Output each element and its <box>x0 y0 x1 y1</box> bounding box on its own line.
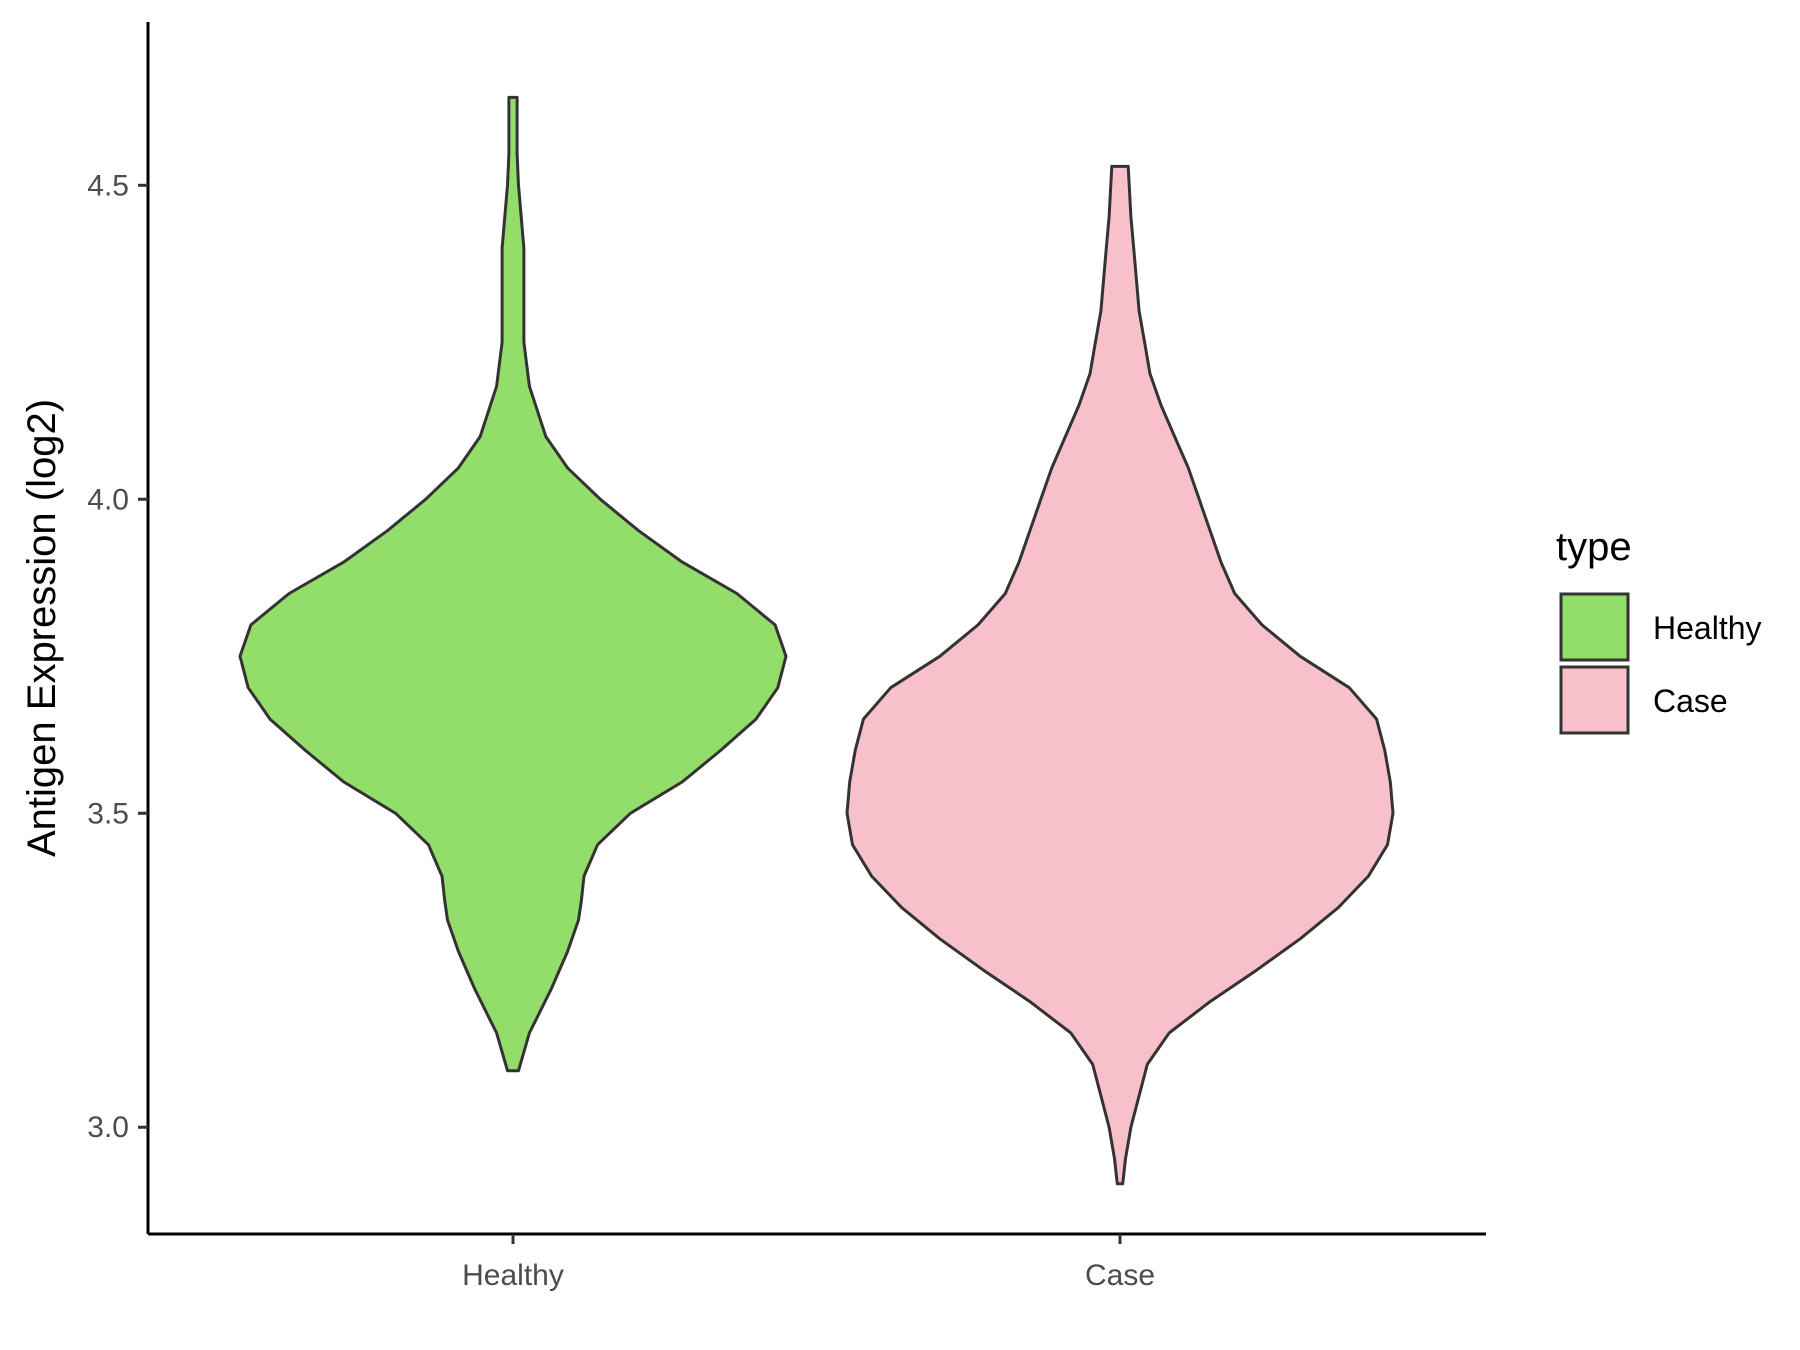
violins-group <box>238 95 1395 1186</box>
y-tick-label: 4.0 <box>87 483 129 516</box>
violin-case <box>845 164 1395 1186</box>
legend: Healthy Case <box>1559 592 1762 735</box>
x-tick-label: Case <box>1085 1259 1155 1292</box>
x-ticks-group: Healthy Case <box>462 1234 1155 1292</box>
y-ticks-group: 3.0 3.5 4.0 4.5 <box>87 169 148 1144</box>
legend-label-case: Case <box>1653 683 1728 719</box>
legend-key-case <box>1559 665 1630 735</box>
y-tick-label: 4.5 <box>87 169 129 202</box>
y-tick-label: 3.5 <box>87 797 129 830</box>
violin-healthy <box>238 95 788 1073</box>
y-tick-label: 3.0 <box>87 1111 129 1144</box>
x-tick-label: Healthy <box>462 1259 564 1292</box>
legend-label-healthy: Healthy <box>1653 610 1762 646</box>
legend-title: type <box>1556 525 1632 569</box>
legend-key-healthy <box>1559 592 1630 662</box>
y-axis-title: Antigen Expression (log2) <box>20 399 64 857</box>
